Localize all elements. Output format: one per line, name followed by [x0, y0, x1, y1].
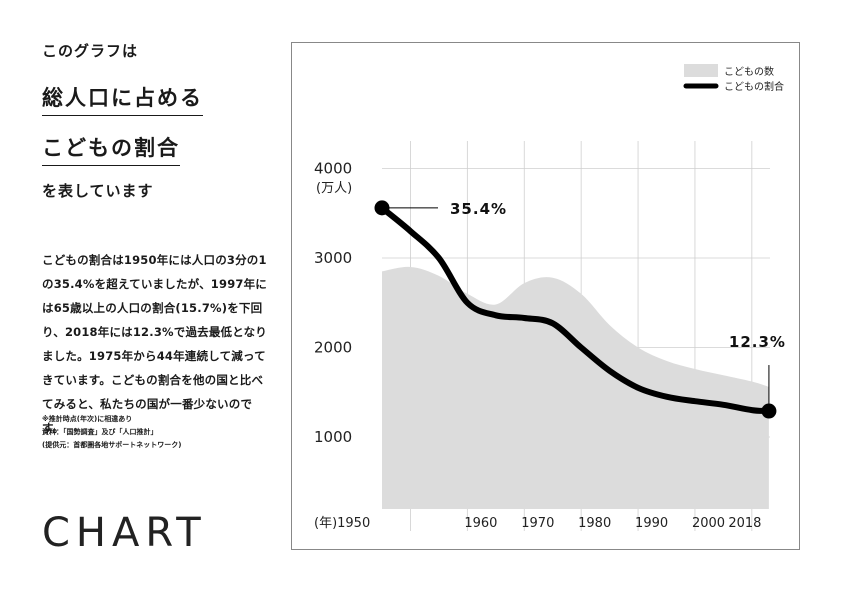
legend-swatch-area	[684, 64, 718, 77]
note-1: ※推計時点(年次)に相違あり	[42, 415, 133, 423]
logo: CHART	[42, 510, 207, 556]
y-axis: 4000 3000 2000 1000	[314, 160, 352, 447]
x-tick-label-6: 2018	[728, 516, 761, 531]
x-tick-label-2: 1970	[521, 516, 554, 531]
y-axis-unit: (万人)	[316, 181, 352, 196]
y-tick-label-1: 3000	[314, 249, 352, 267]
x-tick-label-1: 1960	[464, 516, 497, 531]
markers: 35.4% 12.3%	[374, 200, 786, 419]
x-tick-label-5: 2000	[692, 516, 725, 531]
notes: ※推計時点(年次)に相違あり 資料：「国勢調査」及び「人口推計」 (提供元：首都…	[42, 413, 181, 452]
lead-text: このグラフは	[42, 42, 139, 60]
chart-svg: 35.4% 12.3% 4000 3000 2000 1000 (万人) (年)1950…	[314, 64, 786, 531]
y-tick-label-0: 4000	[314, 160, 352, 178]
description-text: こどもの割合は1950年には人口の3分の1の35.4%を超えていましたが、199…	[42, 253, 267, 435]
note-2: 資料：「国勢調査」及び「人口推計」	[42, 428, 158, 436]
note-3: (提供元：首都圏各地サポートネットワーク)	[42, 441, 182, 449]
intro-panel: このグラフは 総人口に占める こどもの割合 を表しています こどもの割合は195…	[42, 40, 272, 556]
x-tick-label-0: (年)1950	[314, 516, 370, 531]
y-tick-label-3: 1000	[314, 428, 352, 446]
title-line-1: 総人口に占める	[42, 82, 203, 116]
legend: こどもの数 こどもの割合	[683, 64, 784, 93]
x-axis: (年)1950 1960 1970 1980 1990 2000 2018	[314, 516, 761, 531]
x-tick-label-3: 1980	[578, 516, 611, 531]
annotation-label-0: 35.4%	[450, 200, 507, 218]
x-tick-label-4: 1990	[635, 516, 668, 531]
legend-label-area: こどもの数	[724, 65, 774, 78]
chart-frame: 35.4% 12.3% 4000 3000 2000 1000 (万人) (年)1950…	[291, 42, 800, 550]
tail-text: を表しています	[42, 182, 154, 200]
annotation-label-1: 12.3%	[729, 333, 786, 351]
title-line-2: こどもの割合	[42, 132, 180, 166]
legend-label-line: こどもの割合	[724, 80, 784, 93]
line-series-children-ratio	[379, 204, 772, 414]
y-tick-label-2: 2000	[314, 339, 352, 357]
area-series-children-count	[382, 266, 769, 509]
